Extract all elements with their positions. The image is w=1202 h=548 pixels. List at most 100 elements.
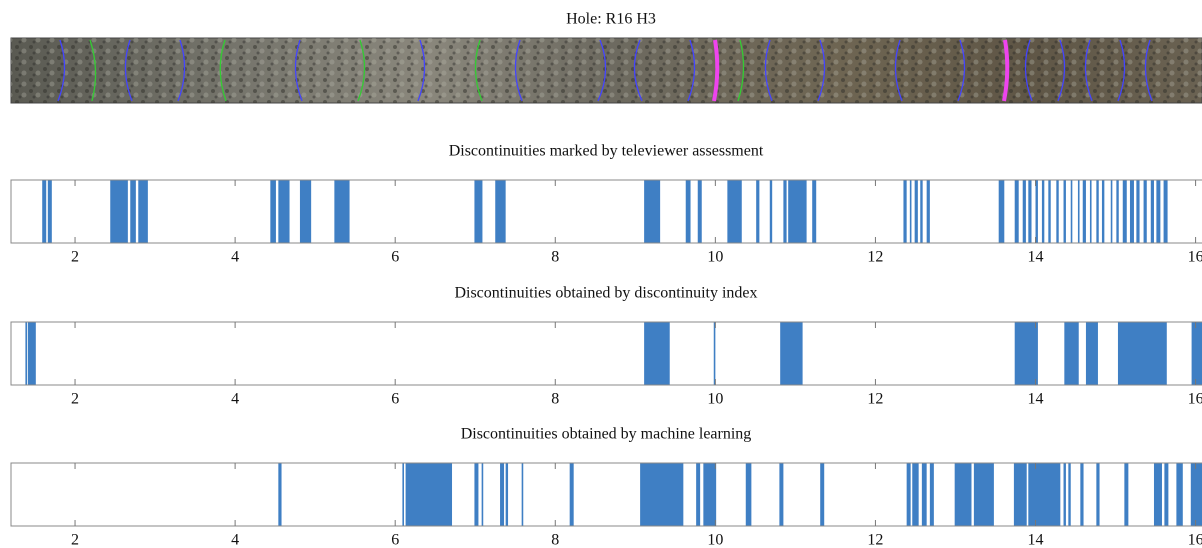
discontinuity: [812, 181, 816, 243]
x-tick-label: 14: [1028, 391, 1044, 408]
discontinuity: [912, 464, 918, 526]
discontinuity: [756, 181, 759, 243]
discontinuity: [1090, 181, 1092, 243]
discontinuity: [696, 464, 700, 526]
panel-title: Discontinuities obtained by discontinuit…: [454, 285, 757, 302]
discontinuity: [300, 181, 311, 243]
discontinuity: [746, 464, 752, 526]
x-tick-label: 6: [391, 249, 399, 266]
discontinuity: [1096, 181, 1098, 243]
discontinuity: [644, 181, 660, 243]
discontinuity: [783, 181, 786, 243]
discontinuity: [780, 323, 802, 385]
panel-title: Discontinuities obtained by machine lear…: [461, 426, 752, 443]
discontinuity: [644, 323, 670, 385]
discontinuity: [1118, 323, 1167, 385]
discontinuity: [1144, 181, 1147, 243]
discontinuity: [482, 464, 484, 526]
x-tick-label: 2: [71, 532, 79, 548]
discontinuity: [927, 181, 930, 243]
discontinuity: [1123, 181, 1127, 243]
discontinuity: [570, 464, 574, 526]
x-tick-label: 14: [1028, 249, 1044, 266]
discontinuity: [334, 181, 349, 243]
discontinuity: [703, 464, 716, 526]
discontinuity: [28, 323, 36, 385]
discontinuity: [727, 181, 741, 243]
discontinuity: [1086, 323, 1098, 385]
discontinuity: [920, 181, 922, 243]
x-tick-label: 12: [867, 391, 883, 408]
discontinuity: [1151, 181, 1154, 243]
x-tick-label: 2: [71, 391, 79, 408]
discontinuity: [1014, 464, 1027, 526]
discontinuity: [1191, 464, 1202, 526]
x-tick-label: 10: [707, 249, 723, 266]
panel-title: Discontinuities marked by televiewer ass…: [449, 143, 764, 160]
discontinuity: [1056, 181, 1058, 243]
discontinuity: [910, 181, 912, 243]
discontinuity: [506, 464, 508, 526]
discontinuity: [640, 464, 683, 526]
discontinuity: [1078, 181, 1080, 243]
discontinuity: [1023, 181, 1026, 243]
discontinuity: [922, 464, 927, 526]
x-tick-label: 12: [867, 532, 883, 548]
discontinuity: [907, 464, 911, 526]
discontinuity: [1080, 464, 1083, 526]
discontinuity: [698, 181, 702, 243]
discontinuity: [402, 464, 404, 526]
discontinuity: [1156, 181, 1160, 243]
discontinuity: [903, 181, 906, 243]
discontinuity: [1015, 181, 1019, 243]
x-tick-label: 2: [71, 249, 79, 266]
page: {"figure_title": "Hole: R16 H3", "chart_…: [0, 0, 1202, 548]
discontinuity: [1036, 181, 1038, 243]
discontinuity: [1164, 181, 1168, 243]
discontinuity: [788, 181, 806, 243]
discontinuity: [110, 181, 128, 243]
discontinuity: [955, 464, 972, 526]
x-tick-label: 4: [231, 532, 239, 548]
discontinuity: [270, 181, 276, 243]
x-tick-label: 8: [551, 532, 559, 548]
discontinuity: [974, 464, 994, 526]
discontinuity: [999, 181, 1005, 243]
x-tick-label: 10: [707, 391, 723, 408]
discontinuity: [406, 464, 452, 526]
discontinuity: [1164, 464, 1168, 526]
discontinuity: [25, 323, 27, 385]
discontinuity: [48, 181, 52, 243]
x-tick-label: 6: [391, 532, 399, 548]
discontinuity: [714, 323, 716, 385]
discontinuity: [1048, 181, 1050, 243]
x-tick-label: 10: [707, 532, 723, 548]
discontinuity: [779, 464, 783, 526]
x-tick-label: 12: [867, 249, 883, 266]
discontinuity: [1192, 323, 1202, 385]
discontinuity: [915, 181, 918, 243]
discontinuity: [1028, 181, 1031, 243]
discontinuity: [1096, 464, 1099, 526]
discontinuity: [1028, 464, 1060, 526]
discontinuity: [1176, 464, 1182, 526]
discontinuity: [1130, 181, 1134, 243]
discontinuity: [474, 464, 478, 526]
discontinuity: [686, 181, 691, 243]
x-tick-label: 14: [1028, 532, 1044, 548]
discontinuity: [770, 181, 772, 243]
discontinuity: [820, 464, 824, 526]
figure: Hole: R16 H3 Discontinuities marked by t…: [0, 0, 1202, 548]
image-title: Hole: R16 H3: [566, 11, 656, 28]
discontinuity: [42, 181, 46, 243]
discontinuity: [1124, 464, 1128, 526]
discontinuity: [1015, 323, 1038, 385]
discontinuity: [1068, 464, 1070, 526]
discontinuity: [1083, 181, 1086, 243]
discontinuity: [474, 181, 482, 243]
discontinuity: [1064, 181, 1066, 243]
discontinuity: [930, 464, 934, 526]
discontinuity: [1154, 464, 1162, 526]
discontinuity: [1136, 181, 1139, 243]
x-tick-label: 8: [551, 249, 559, 266]
